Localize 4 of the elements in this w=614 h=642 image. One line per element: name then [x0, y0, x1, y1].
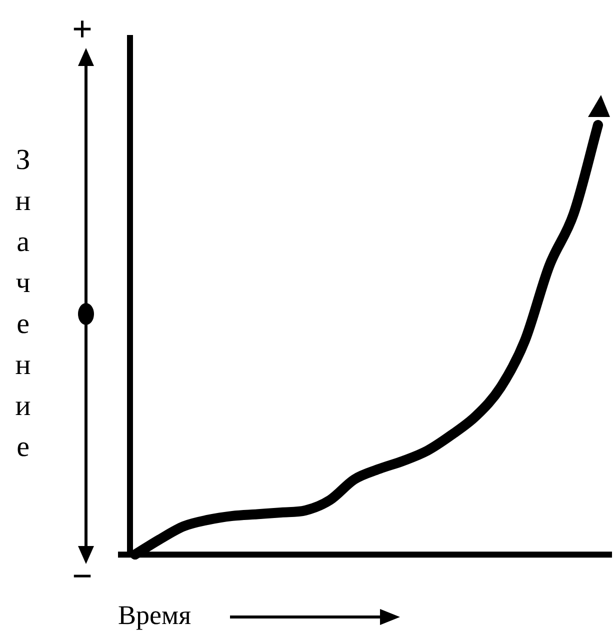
text: +	[72, 8, 93, 50]
y-axis-title: Значение	[14, 143, 32, 465]
text: −	[72, 555, 93, 597]
x-axis-title: Время	[118, 600, 191, 631]
